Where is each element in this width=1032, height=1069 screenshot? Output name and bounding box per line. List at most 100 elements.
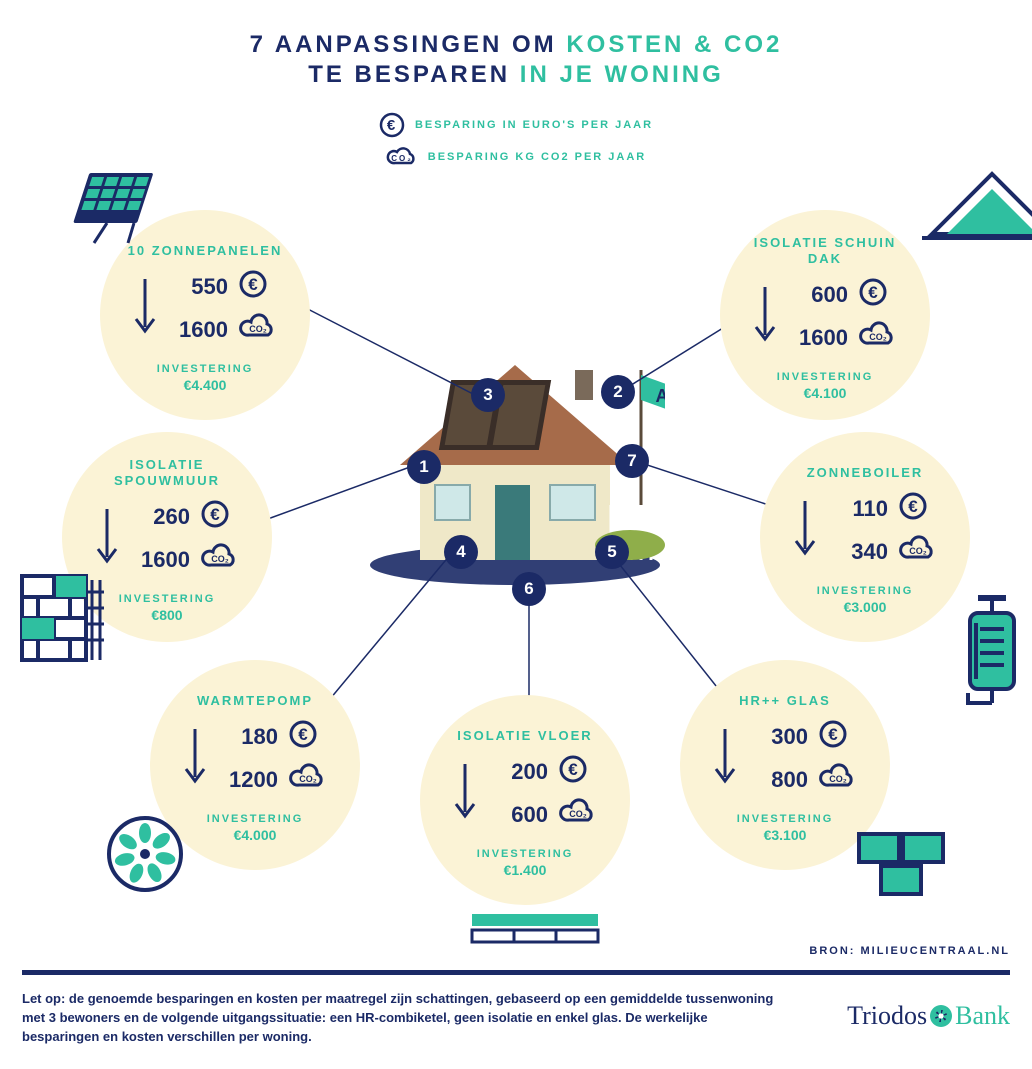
marker-5: 5	[595, 535, 629, 569]
title-part2: KOSTEN & CO2	[566, 31, 782, 58]
brand-a: Triodos	[847, 1001, 927, 1030]
co2-value: 600	[490, 802, 548, 828]
euro-value: 200	[490, 759, 548, 785]
co2-icon: CO₂	[558, 798, 598, 832]
heatpump-fan-icon	[106, 815, 184, 893]
svg-text:CO₂: CO₂	[391, 154, 413, 163]
legend-co2: BESPARING KG CO2 PER JAAR	[428, 151, 647, 163]
investment-label: INVESTERING	[777, 371, 874, 383]
euro-icon: €	[379, 112, 405, 138]
svg-text:CO₂: CO₂	[211, 554, 229, 564]
down-arrow-icon	[452, 760, 478, 827]
wall-icon	[16, 570, 111, 665]
euro-value: 600	[790, 282, 848, 308]
title: 7 AANPASSINGEN OM KOSTEN & CO2 TE BESPAR…	[0, 30, 1032, 90]
svg-text:CO₂: CO₂	[299, 774, 317, 784]
euro-icon: €	[558, 754, 588, 790]
marker-3: 3	[471, 378, 505, 412]
svg-text:€: €	[387, 117, 397, 134]
co2-value: 1600	[170, 317, 228, 343]
euro-value: 110	[830, 496, 888, 522]
investment-label: INVESTERING	[817, 585, 914, 597]
euro-value: 180	[220, 724, 278, 750]
svg-text:CO₂: CO₂	[829, 774, 847, 784]
bubble-title: ISOLATIE SCHUIN DAK	[734, 235, 916, 268]
svg-text:€: €	[298, 725, 308, 744]
marker-1: 1	[407, 450, 441, 484]
co2-value: 340	[830, 539, 888, 565]
svg-text:€: €	[868, 283, 878, 302]
co2-icon: CO₂	[818, 763, 858, 797]
svg-text:CO₂: CO₂	[869, 332, 887, 342]
svg-text:CO₂: CO₂	[909, 546, 927, 556]
co2-value: 1600	[790, 325, 848, 351]
co2-value: 1600	[132, 547, 190, 573]
marker-7: 7	[615, 444, 649, 478]
marker-6: 6	[512, 572, 546, 606]
svg-text:€: €	[568, 760, 578, 779]
bubble-title: 10 ZONNEPANELEN	[128, 243, 283, 259]
svg-text:€: €	[248, 275, 258, 294]
down-arrow-icon	[752, 283, 778, 350]
euro-icon: €	[288, 719, 318, 755]
svg-text:€: €	[828, 725, 838, 744]
bubble-title: ZONNEBOILER	[807, 465, 924, 481]
legend-euro: BESPARING IN EURO'S PER JAAR	[415, 119, 653, 131]
brand-dot-icon	[930, 1005, 952, 1027]
euro-icon: €	[858, 277, 888, 313]
solar-panel-icon	[72, 165, 162, 245]
euro-icon: €	[898, 491, 928, 527]
brand-b: Bank	[955, 1001, 1010, 1030]
bubble-floor: ISOLATIE VLOER 200 €600 CO₂ INVESTERING €1.40…	[420, 695, 630, 905]
svg-text:€: €	[908, 497, 918, 516]
down-arrow-icon	[792, 497, 818, 564]
footer-note: Let op: de genoemde besparingen en koste…	[22, 990, 782, 1047]
investment-label: INVESTERING	[207, 813, 304, 825]
down-arrow-icon	[132, 275, 158, 342]
euro-value: 260	[132, 504, 190, 530]
investment-value: €3.000	[844, 599, 887, 615]
title-part1: 7 AANPASSINGEN OM	[250, 31, 567, 58]
investment-value: €4.400	[184, 377, 227, 393]
co2-icon: CO₂	[386, 146, 418, 168]
svg-text:€: €	[210, 505, 220, 524]
co2-icon: CO₂	[200, 543, 240, 577]
marker-4: 4	[444, 535, 478, 569]
brand-logo: Triodos Bank	[847, 1000, 1010, 1031]
investment-value: €1.400	[504, 862, 547, 878]
investment-value: €800	[151, 607, 182, 623]
boiler-icon	[956, 595, 1026, 705]
marker-2: 2	[601, 375, 635, 409]
down-arrow-icon	[712, 725, 738, 792]
investment-value: €3.100	[764, 827, 807, 843]
co2-value: 800	[750, 767, 808, 793]
investment-label: INVESTERING	[737, 813, 834, 825]
title-line2b: IN JE WONING	[520, 61, 724, 88]
down-arrow-icon	[94, 505, 120, 572]
legend: € BESPARING IN EURO'S PER JAAR CO₂ BESPA…	[0, 108, 1032, 172]
co2-icon: CO₂	[898, 535, 938, 569]
svg-text:CO₂: CO₂	[249, 324, 267, 334]
title-line2a: TE BESPAREN	[308, 61, 520, 88]
investment-value: €4.000	[234, 827, 277, 843]
bricks-icon	[855, 830, 945, 900]
investment-label: INVESTERING	[119, 593, 216, 605]
investment-label: INVESTERING	[477, 848, 574, 860]
co2-icon: CO₂	[858, 321, 898, 355]
investment-label: INVESTERING	[157, 363, 254, 375]
bubble-title: ISOLATIE VLOER	[457, 728, 592, 744]
svg-text:CO₂: CO₂	[569, 809, 587, 819]
investment-value: €4.100	[804, 385, 847, 401]
euro-value: 550	[170, 274, 228, 300]
euro-icon: €	[200, 499, 230, 535]
bubble-title: HR++ GLAS	[739, 693, 831, 709]
co2-icon: CO₂	[288, 763, 328, 797]
co2-value: 1200	[220, 767, 278, 793]
euro-icon: €	[818, 719, 848, 755]
roof-corner-icon	[922, 162, 1032, 247]
down-arrow-icon	[182, 725, 208, 792]
svg-text:A: A	[656, 386, 666, 406]
bubble-title: WARMTEPOMP	[197, 693, 313, 709]
floor-icon	[470, 910, 600, 950]
divider	[22, 970, 1010, 975]
